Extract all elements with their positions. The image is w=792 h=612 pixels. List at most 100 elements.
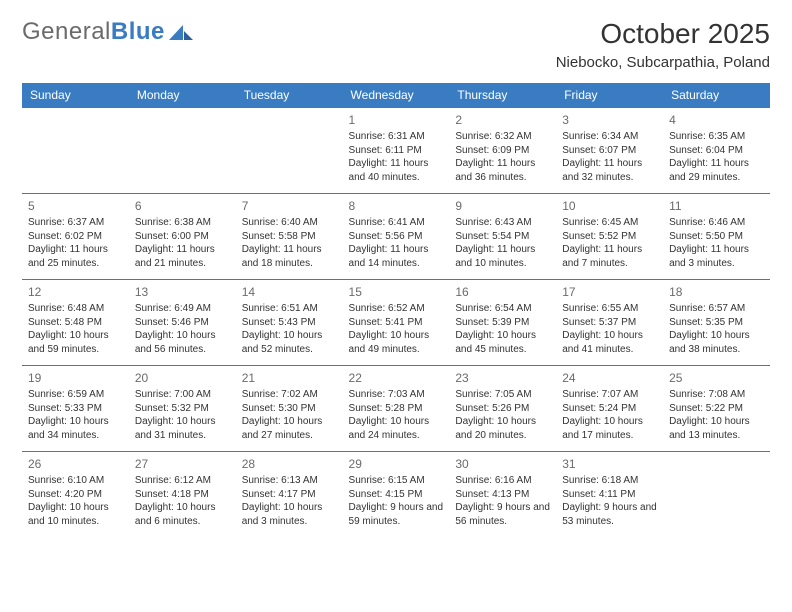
calendar-table: Sunday Monday Tuesday Wednesday Thursday… (22, 83, 770, 536)
calendar-day-cell: 18 Sunrise: 6:57 AMSunset: 5:35 PMDayligh… (663, 280, 770, 366)
day-number: 11 (669, 198, 764, 214)
day-details: Sunrise: 6:37 AMSunset: 6:02 PMDaylight:… (28, 216, 123, 270)
day-details: Sunrise: 7:05 AMSunset: 5:26 PMDaylight:… (455, 388, 550, 442)
day-details: Sunrise: 6:48 AMSunset: 5:48 PMDaylight:… (28, 302, 123, 356)
day-details: Sunrise: 6:52 AMSunset: 5:41 PMDaylight:… (349, 302, 444, 356)
day-number: 18 (669, 284, 764, 300)
calendar-day-cell: 27 Sunrise: 6:12 AMSunset: 4:18 PMDayligh… (129, 452, 236, 537)
calendar-day-cell: 13 Sunrise: 6:49 AMSunset: 5:46 PMDayligh… (129, 280, 236, 366)
day-number: 29 (349, 456, 444, 472)
calendar-day-cell (663, 452, 770, 537)
day-number: 7 (242, 198, 337, 214)
day-details: Sunrise: 6:55 AMSunset: 5:37 PMDaylight:… (562, 302, 657, 356)
weekday-header: Wednesday (343, 83, 450, 108)
day-details: Sunrise: 7:08 AMSunset: 5:22 PMDaylight:… (669, 388, 764, 442)
day-details: Sunrise: 6:31 AMSunset: 6:11 PMDaylight:… (349, 130, 444, 184)
calendar-day-cell: 14Sunrise: 6:51 AMSunset: 5:43 PMDayligh… (236, 280, 343, 366)
calendar-day-cell: 15Sunrise: 6:52 AMSunset: 5:41 PMDayligh… (343, 280, 450, 366)
calendar-week-row: 19Sunrise: 6:59 AMSunset: 5:33 PMDayligh… (22, 366, 770, 452)
calendar-week-row: 1 Sunrise: 6:31 AMSunset: 6:11 PMDaylight… (22, 108, 770, 194)
day-details: Sunrise: 6:57 AMSunset: 5:35 PMDaylight:… (669, 302, 764, 356)
day-details: Sunrise: 6:18 AMSunset: 4:11 PMDaylight:… (562, 474, 657, 528)
day-details: Sunrise: 6:15 AMSunset: 4:15 PMDaylight:… (349, 474, 444, 528)
calendar-day-cell: 29 Sunrise: 6:15 AMSunset: 4:15 PMDayligh… (343, 452, 450, 537)
day-number: 31 (562, 456, 657, 472)
day-number: 27 (135, 456, 230, 472)
day-number: 13 (135, 284, 230, 300)
calendar-day-cell: 4Sunrise: 6:35 AMSunset: 6:04 PMDaylight… (663, 108, 770, 194)
day-number: 16 (455, 284, 550, 300)
day-details: Sunrise: 6:46 AMSunset: 5:50 PMDaylight:… (669, 216, 764, 270)
day-details: Sunrise: 7:02 AMSunset: 5:30 PMDaylight:… (242, 388, 337, 442)
day-details: Sunrise: 6:59 AMSunset: 5:33 PMDaylight:… (28, 388, 123, 442)
calendar-day-cell: 31 Sunrise: 6:18 AMSunset: 4:11 PMDayligh… (556, 452, 663, 537)
day-details: Sunrise: 6:45 AMSunset: 5:52 PMDaylight:… (562, 216, 657, 270)
day-details: Sunrise: 7:00 AMSunset: 5:32 PMDaylight:… (135, 388, 230, 442)
day-number: 2 (455, 112, 550, 128)
calendar-day-cell: 28 Sunrise: 6:13 AMSunset: 4:17 PMDayligh… (236, 452, 343, 537)
brand-logo: GeneralBlue (22, 18, 193, 46)
calendar-day-cell: 25 Sunrise: 7:08 AMSunset: 5:22 PMDayligh… (663, 366, 770, 452)
day-number: 30 (455, 456, 550, 472)
day-number: 4 (669, 112, 764, 128)
brand-name-part2: Blue (111, 18, 165, 45)
day-number: 6 (135, 198, 230, 214)
calendar-day-cell: 2 Sunrise: 6:32 AMSunset: 6:09 PMDaylight… (449, 108, 556, 194)
day-details: Sunrise: 6:10 AMSunset: 4:20 PMDaylight:… (28, 474, 123, 528)
calendar-day-cell: 23Sunrise: 7:05 AMSunset: 5:26 PMDayligh… (449, 366, 556, 452)
brand-triangle-icon (169, 22, 193, 42)
calendar-day-cell: 26 Sunrise: 6:10 AMSunset: 4:20 PMDayligh… (22, 452, 129, 537)
page-header: GeneralBlue October 2025 Niebocko, Subca… (22, 18, 770, 71)
calendar-day-cell: 30 Sunrise: 6:16 AMSunset: 4:13 PMDayligh… (449, 452, 556, 537)
day-number: 22 (349, 370, 444, 386)
calendar-day-cell: 19Sunrise: 6:59 AMSunset: 5:33 PMDayligh… (22, 366, 129, 452)
day-details: Sunrise: 6:12 AMSunset: 4:18 PMDaylight:… (135, 474, 230, 528)
calendar-day-cell: 22Sunrise: 7:03 AMSunset: 5:28 PMDayligh… (343, 366, 450, 452)
calendar-day-cell: 24Sunrise: 7:07 AMSunset: 5:24 PMDayligh… (556, 366, 663, 452)
day-number: 3 (562, 112, 657, 128)
weekday-header: Friday (556, 83, 663, 108)
day-details: Sunrise: 6:32 AMSunset: 6:09 PMDaylight:… (455, 130, 550, 184)
calendar-day-cell: 16Sunrise: 6:54 AMSunset: 5:39 PMDayligh… (449, 280, 556, 366)
day-details: Sunrise: 6:34 AMSunset: 6:07 PMDaylight:… (562, 130, 657, 184)
calendar-week-row: 5Sunrise: 6:37 AMSunset: 6:02 PMDaylight… (22, 194, 770, 280)
day-number: 1 (349, 112, 444, 128)
day-number: 8 (349, 198, 444, 214)
day-number: 12 (28, 284, 123, 300)
calendar-day-cell: 6Sunrise: 6:38 AMSunset: 6:00 PMDaylight… (129, 194, 236, 280)
calendar-day-cell: 8 Sunrise: 6:41 AMSunset: 5:56 PMDaylight… (343, 194, 450, 280)
month-title: October 2025 (556, 18, 770, 50)
calendar-header-row: Sunday Monday Tuesday Wednesday Thursday… (22, 83, 770, 108)
calendar-day-cell (129, 108, 236, 194)
day-number: 10 (562, 198, 657, 214)
calendar-day-cell: 7 Sunrise: 6:40 AMSunset: 5:58 PMDaylight… (236, 194, 343, 280)
day-details: Sunrise: 6:51 AMSunset: 5:43 PMDaylight:… (242, 302, 337, 356)
calendar-day-cell: 12 Sunrise: 6:48 AMSunset: 5:48 PMDayligh… (22, 280, 129, 366)
day-number: 26 (28, 456, 123, 472)
day-number: 20 (135, 370, 230, 386)
calendar-day-cell: 10 Sunrise: 6:45 AMSunset: 5:52 PMDayligh… (556, 194, 663, 280)
calendar-week-row: 12 Sunrise: 6:48 AMSunset: 5:48 PMDayligh… (22, 280, 770, 366)
title-block: October 2025 Niebocko, Subcarpathia, Pol… (556, 18, 770, 71)
weekday-header: Monday (129, 83, 236, 108)
day-details: Sunrise: 6:49 AMSunset: 5:46 PMDaylight:… (135, 302, 230, 356)
day-number: 24 (562, 370, 657, 386)
calendar-week-row: 26 Sunrise: 6:10 AMSunset: 4:20 PMDayligh… (22, 452, 770, 537)
calendar-day-cell: 11 Sunrise: 6:46 AMSunset: 5:50 PMDayligh… (663, 194, 770, 280)
day-number: 21 (242, 370, 337, 386)
day-number: 25 (669, 370, 764, 386)
weekday-header: Tuesday (236, 83, 343, 108)
day-details: Sunrise: 6:41 AMSunset: 5:56 PMDaylight:… (349, 216, 444, 270)
day-details: Sunrise: 6:43 AMSunset: 5:54 PMDaylight:… (455, 216, 550, 270)
weekday-header: Saturday (663, 83, 770, 108)
day-number: 28 (242, 456, 337, 472)
location-subtitle: Niebocko, Subcarpathia, Poland (556, 54, 770, 71)
calendar-page: GeneralBlue October 2025 Niebocko, Subca… (0, 0, 792, 612)
calendar-body: 1 Sunrise: 6:31 AMSunset: 6:11 PMDaylight… (22, 108, 770, 537)
day-details: Sunrise: 6:13 AMSunset: 4:17 PMDaylight:… (242, 474, 337, 528)
calendar-day-cell (22, 108, 129, 194)
day-details: Sunrise: 6:40 AMSunset: 5:58 PMDaylight:… (242, 216, 337, 270)
brand-name-part1: General (22, 18, 111, 45)
calendar-day-cell: 9Sunrise: 6:43 AMSunset: 5:54 PMDaylight… (449, 194, 556, 280)
day-details: Sunrise: 6:16 AMSunset: 4:13 PMDaylight:… (455, 474, 550, 528)
